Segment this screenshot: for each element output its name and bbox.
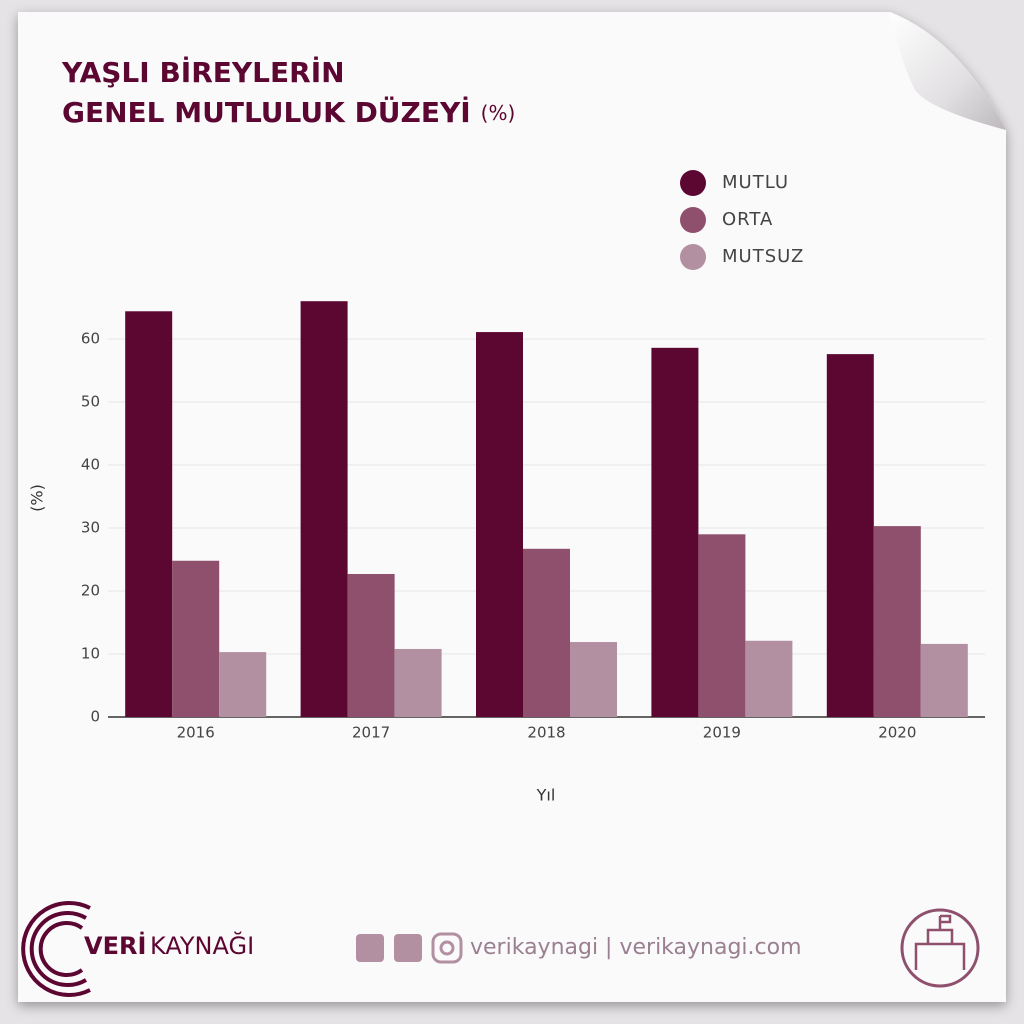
school-icon xyxy=(914,914,966,970)
y-tick-label: 50 xyxy=(81,393,100,411)
instagram-icon[interactable] xyxy=(431,932,463,964)
y-tick-label: 40 xyxy=(81,456,100,474)
legend-label: MUTSUZ xyxy=(722,246,804,267)
bar xyxy=(347,573,395,717)
chart-title: GENEL MUTLULUK DÜZEYİ (%) xyxy=(62,95,515,129)
brand: KAYNAĞI xyxy=(150,930,254,960)
x-tick-label: 2017 xyxy=(352,724,390,742)
x-axis-label: Yıl xyxy=(536,786,556,805)
x-tick-label: 2016 xyxy=(177,724,215,742)
bar xyxy=(651,347,699,717)
y-axis-label: (%) xyxy=(28,484,47,512)
bar xyxy=(698,534,746,717)
bar xyxy=(219,652,267,717)
bar xyxy=(300,301,348,717)
instagram-icon xyxy=(439,940,455,956)
legend-swatch xyxy=(680,170,706,196)
legend-label: MUTLU xyxy=(722,172,789,193)
legend-swatch xyxy=(680,207,706,233)
page-curl xyxy=(890,12,1006,130)
bar xyxy=(394,648,442,717)
bar xyxy=(172,560,220,717)
social-handle: verikaynagi | verikaynagi.com xyxy=(470,935,802,960)
chart-title: YAŞLI BİREYLERİN xyxy=(61,55,345,89)
chart-title: GENEL MUTLULUK DÜZEYİ xyxy=(62,95,471,129)
y-tick-label: 30 xyxy=(81,519,100,537)
x-tick-label: 2018 xyxy=(527,724,565,742)
brand-bold: VERİ xyxy=(84,931,146,960)
legend-label: ORTA xyxy=(722,209,773,230)
twitter-icon[interactable] xyxy=(394,934,422,962)
bar xyxy=(570,642,617,717)
bar xyxy=(125,311,173,717)
title-unit: (%) xyxy=(481,101,516,125)
facebook-icon[interactable] xyxy=(356,934,384,962)
y-tick-label: 20 xyxy=(81,582,100,600)
legend-swatch xyxy=(680,244,706,270)
school-icon xyxy=(900,908,980,988)
x-tick-label: 2019 xyxy=(703,724,741,742)
bar xyxy=(476,332,523,717)
bar xyxy=(523,548,570,717)
logo-arc xyxy=(21,901,91,997)
y-tick-label: 0 xyxy=(90,708,100,726)
bar xyxy=(745,640,793,717)
bar xyxy=(920,643,968,717)
bar xyxy=(826,354,874,717)
y-tick-label: 60 xyxy=(81,330,100,348)
logo-arc xyxy=(29,911,88,987)
bar xyxy=(873,526,921,717)
footer: VERİ KAYNAĞI verikaynagi | verikaynagi.c… xyxy=(21,901,980,997)
logo-arc xyxy=(38,921,84,977)
y-tick-label: 10 xyxy=(81,645,100,663)
x-tick-label: 2020 xyxy=(878,724,916,742)
